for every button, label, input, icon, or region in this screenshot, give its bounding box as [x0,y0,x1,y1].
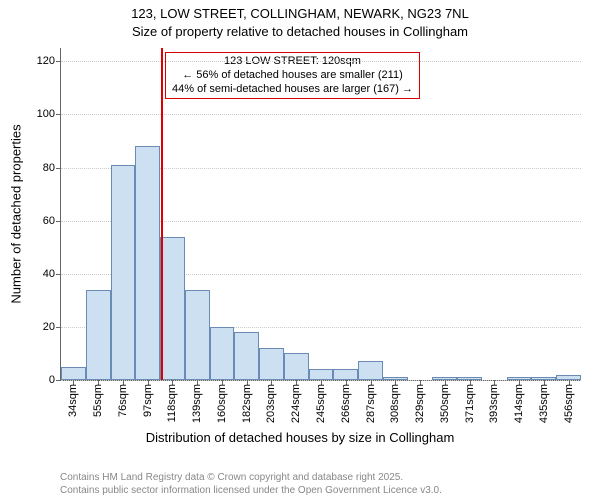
bar [234,332,259,380]
bar [111,165,136,380]
gridline [61,114,581,115]
y-tick-mark [56,221,61,222]
x-tick-label: 456sqm [563,384,575,423]
y-tick-label: 80 [43,162,55,174]
y-tick-mark [56,274,61,275]
y-tick-mark [56,327,61,328]
title-line-1: 123, LOW STREET, COLLINGHAM, NEWARK, NG2… [0,6,600,21]
bar [86,290,111,380]
y-tick-mark [56,61,61,62]
x-tick-label: 55sqm [92,384,104,417]
bar [309,369,334,380]
callout-line-2: ← 56% of detached houses are smaller (21… [172,69,413,83]
bar [333,369,358,380]
bar [358,361,383,380]
x-tick-label: 393sqm [488,384,500,423]
x-tick-label: 160sqm [216,384,228,423]
y-tick-label: 60 [43,215,55,227]
x-tick-label: 34sqm [67,384,79,417]
y-tick-label: 40 [43,268,55,280]
y-tick-mark [56,168,61,169]
x-tick-label: 182sqm [241,384,253,423]
x-tick-label: 266sqm [340,384,352,423]
bar [210,327,235,380]
x-tick-label: 414sqm [513,384,525,423]
attribution: Contains HM Land Registry data © Crown c… [60,472,442,497]
bar [185,290,210,380]
y-tick-mark [56,380,61,381]
y-tick-label: 20 [43,321,55,333]
x-tick-label: 139sqm [191,384,203,423]
x-axis-label: Distribution of detached houses by size … [0,430,600,445]
x-tick-label: 329sqm [414,384,426,423]
attribution-line-2: Contains public sector information licen… [60,485,442,498]
attribution-line-1: Contains HM Land Registry data © Crown c… [60,472,442,485]
bar [61,367,86,380]
x-tick-label: 97sqm [142,384,154,417]
y-tick-label: 120 [37,55,55,67]
x-tick-label: 224sqm [290,384,302,423]
y-axis-label: Number of detached properties [9,124,24,303]
gridline [61,61,581,62]
x-tick-label: 118sqm [166,384,178,422]
x-tick-label: 435sqm [538,384,550,423]
x-tick-label: 203sqm [265,384,277,423]
x-tick-label: 245sqm [315,384,327,423]
bar [135,146,160,380]
x-tick-label: 308sqm [389,384,401,423]
marker-line [161,48,163,380]
x-tick-label: 287sqm [365,384,377,423]
bar [259,348,284,380]
bar [160,237,185,380]
bar [284,353,309,380]
x-tick-label: 350sqm [439,384,451,423]
y-tick-label: 0 [49,374,55,386]
chart-container: 123, LOW STREET, COLLINGHAM, NEWARK, NG2… [0,0,600,500]
marker-callout: 123 LOW STREET: 120sqm ← 56% of detached… [165,52,420,99]
y-tick-label: 100 [37,108,55,120]
x-tick-label: 371sqm [464,384,476,423]
callout-line-3: 44% of semi-detached houses are larger (… [172,83,413,97]
plot-area: 123 LOW STREET: 120sqm ← 56% of detached… [60,48,581,381]
y-tick-mark [56,114,61,115]
title-line-2: Size of property relative to detached ho… [0,24,600,39]
x-tick-label: 76sqm [117,384,129,417]
